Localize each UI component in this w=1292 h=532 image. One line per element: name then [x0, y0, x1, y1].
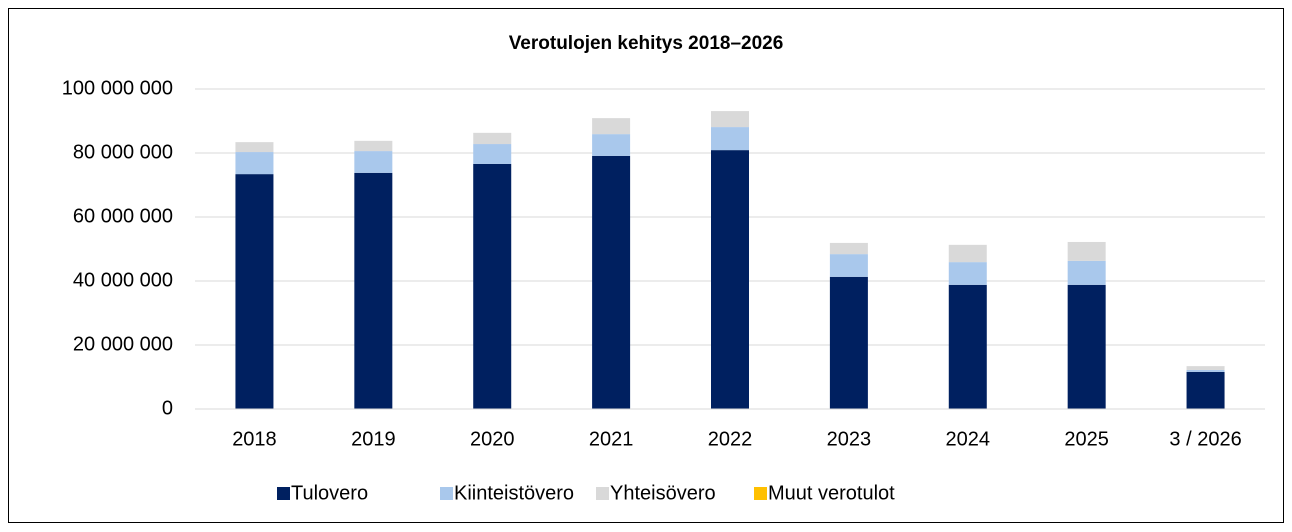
bar-segment: [354, 151, 393, 173]
bar-segment: [592, 155, 631, 409]
x-tick-label: 2023: [827, 428, 872, 450]
bar-segment: [1067, 241, 1106, 261]
legend-swatch: [277, 487, 290, 500]
y-tick-label: 80 000 000: [73, 141, 173, 163]
bar-segment: [711, 127, 749, 151]
x-tick-label: 2025: [1064, 428, 1109, 450]
bar-segment: [592, 134, 631, 156]
bar-segment: [1186, 371, 1225, 409]
bar-segment: [1186, 366, 1225, 370]
legend-swatch: [596, 487, 609, 500]
legend-swatch: [440, 487, 453, 500]
x-tick-label: 2020: [470, 428, 515, 450]
legend-label: Yhteisövero: [610, 482, 716, 504]
bar-segment: [711, 111, 749, 128]
bar-segment: [235, 174, 274, 409]
y-tick-label: 40 000 000: [73, 269, 173, 291]
legend-label: Kiinteistövero: [454, 482, 574, 504]
x-tick-label: 2019: [351, 428, 396, 450]
y-tick-label: 100 000 000: [62, 77, 173, 99]
bar-segment: [354, 172, 393, 409]
y-tick-label: 0: [162, 397, 173, 419]
bar-segment: [235, 142, 274, 153]
legend-label: Tulovero: [291, 482, 368, 504]
bar-segment: [473, 132, 512, 145]
bar-segment: [711, 150, 749, 409]
bar-segment: [473, 144, 512, 164]
y-tick-label: 60 000 000: [73, 205, 173, 227]
bar-segment: [1186, 369, 1225, 372]
legend-swatch: [754, 487, 767, 500]
x-tick-label: 2024: [946, 428, 991, 450]
x-tick-label: 3 / 2026: [1169, 428, 1241, 450]
bar-segment: [948, 262, 987, 285]
bar-segment: [948, 284, 987, 409]
chart-title: Verotulojen kehitys 2018–2026: [509, 33, 784, 54]
bar-segment: [473, 163, 512, 409]
bar-segment: [948, 244, 987, 263]
y-tick-label: 20 000 000: [73, 333, 173, 355]
bar-segment: [1067, 260, 1106, 285]
bar-segment: [592, 118, 631, 135]
bar-segment: [235, 152, 274, 175]
bar-segment: [1067, 284, 1106, 409]
legend-label: Muut verotulot: [768, 482, 895, 504]
x-tick-label: 2018: [232, 428, 277, 450]
bar-segment: [829, 276, 868, 409]
bar-segment: [354, 140, 393, 152]
x-tick-label: 2022: [708, 428, 753, 450]
bar-segment: [829, 254, 868, 277]
bar-segment: [829, 242, 868, 255]
x-tick-label: 2021: [589, 428, 634, 450]
